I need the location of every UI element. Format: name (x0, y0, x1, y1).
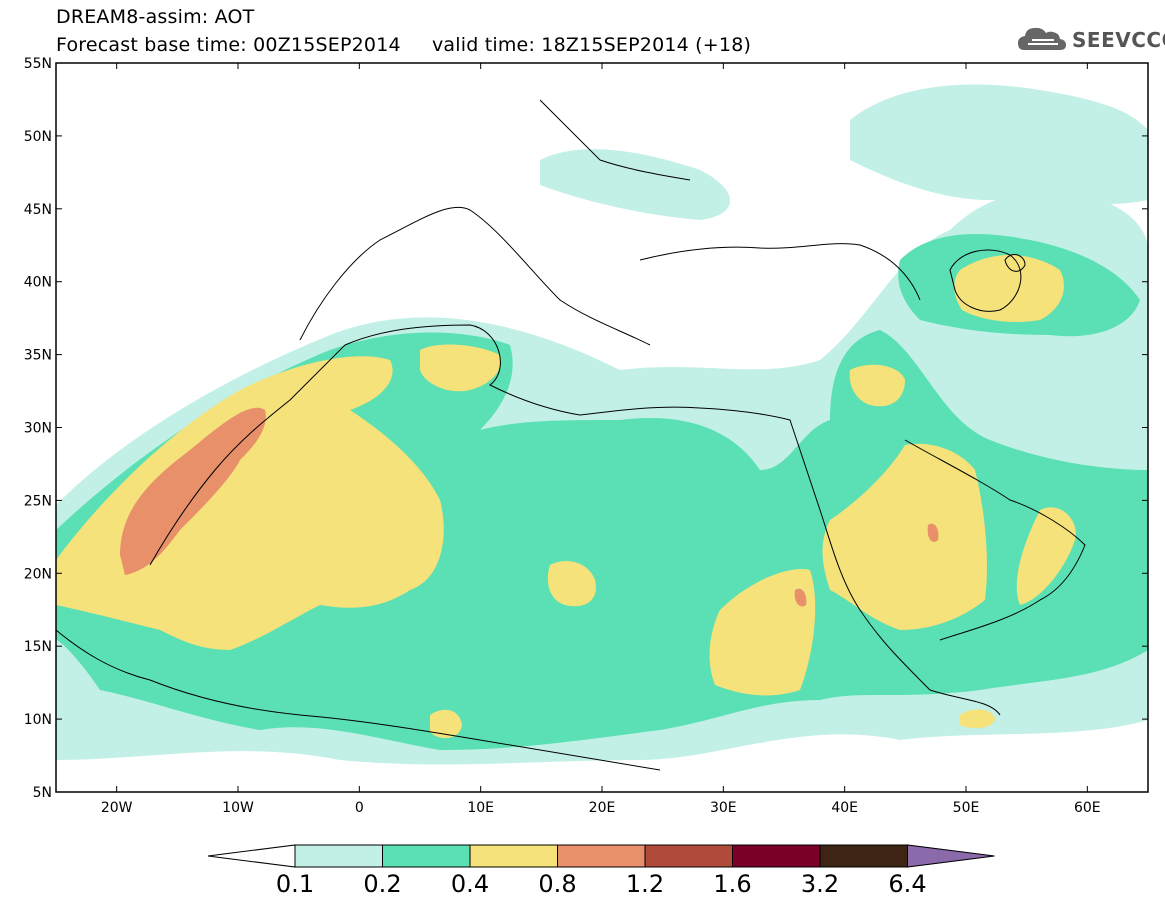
lat-tick-label: 15N (24, 639, 52, 655)
aot-level-0.1-north (850, 84, 1148, 205)
lat-tick-label: 50N (24, 129, 52, 145)
lon-tick-label: 10E (467, 800, 494, 816)
map-title: DREAM8-assim: AOT (56, 6, 255, 28)
aot-level-0.4-somalia (960, 709, 995, 729)
colorbar-label: 1.6 (713, 870, 752, 898)
lat-tick-label: 10N (24, 712, 52, 728)
aot-level-0.8-mauritania (120, 407, 266, 575)
colorbar-label: 0.8 (538, 870, 577, 898)
logo-text: SEEVCCC (1072, 28, 1165, 52)
aot-level-0.4-arabia (822, 443, 987, 630)
colorbar-segment (382, 844, 471, 868)
lon-tick-label: 0 (355, 800, 364, 816)
aot-level-0.4-libya (420, 344, 501, 392)
aot-level-0.4-sudan (709, 569, 816, 696)
aot-level-0.4-chad (547, 560, 596, 607)
lon-tick-label: 50E (953, 800, 980, 816)
colorbar (207, 844, 995, 868)
colorbar-label: 0.2 (363, 870, 402, 898)
aot-level-0.4-west (56, 356, 444, 650)
aot-level-0.4-nigeria (430, 709, 462, 739)
aot-level-0.8-saudi (927, 523, 939, 542)
colorbar-segment (819, 844, 908, 868)
lat-tick-label: 25N (24, 493, 52, 509)
aot-level-0.4-oman (1016, 507, 1076, 605)
colorbar-segment (732, 844, 821, 868)
colorbar-over-arrow (907, 844, 995, 868)
lon-tick-label: 30E (710, 800, 737, 816)
colorbar-label: 6.4 (888, 870, 927, 898)
cloud-logo-icon (1018, 27, 1066, 50)
lon-tick-label: 40E (831, 800, 858, 816)
colorbar-segment (644, 844, 733, 868)
map-subtitle: Forecast base time: 00Z15SEP2014 valid t… (56, 34, 752, 56)
colorbar-segment (294, 844, 383, 868)
lon-tick-label: 60E (1074, 800, 1101, 816)
lat-axis: 5N 10N 15N 20N 25N 30N 35N 40N 45N 50N 55N (24, 56, 1148, 801)
lat-tick-label: 20N (24, 566, 52, 582)
aot-level-0.8-sudan (794, 588, 807, 607)
colorbar-label: 0.4 (450, 870, 490, 898)
colorbar-segment (469, 844, 558, 868)
lat-tick-label: 30N (24, 421, 52, 437)
aot-fields (56, 84, 1148, 765)
lat-tick-label: 55N (24, 56, 52, 72)
lon-tick-label: 10W (222, 800, 254, 816)
colorbar-under-arrow (207, 844, 296, 868)
colorbar-label: 0.1 (275, 870, 315, 898)
aot-level-0.1-europe (540, 149, 730, 220)
lat-tick-label: 5N (33, 785, 52, 801)
lat-tick-label: 35N (24, 348, 52, 364)
colorbar-label: 1.2 (625, 870, 665, 898)
aot-level-0.4-iraq (849, 364, 905, 407)
lon-tick-label: 20W (101, 800, 133, 816)
lon-tick-label: 20E (589, 800, 616, 816)
colorbar-segment (557, 844, 646, 868)
colorbar-label: 3.2 (800, 870, 840, 898)
lat-tick-label: 45N (24, 202, 52, 218)
aot-level-0.4-caspian (954, 255, 1064, 322)
lon-axis: 20W 10W 0 10E 20E 30E 40E 50E 60E (101, 63, 1101, 816)
coastlines (56, 99, 1086, 771)
lat-tick-label: 40N (24, 275, 52, 291)
